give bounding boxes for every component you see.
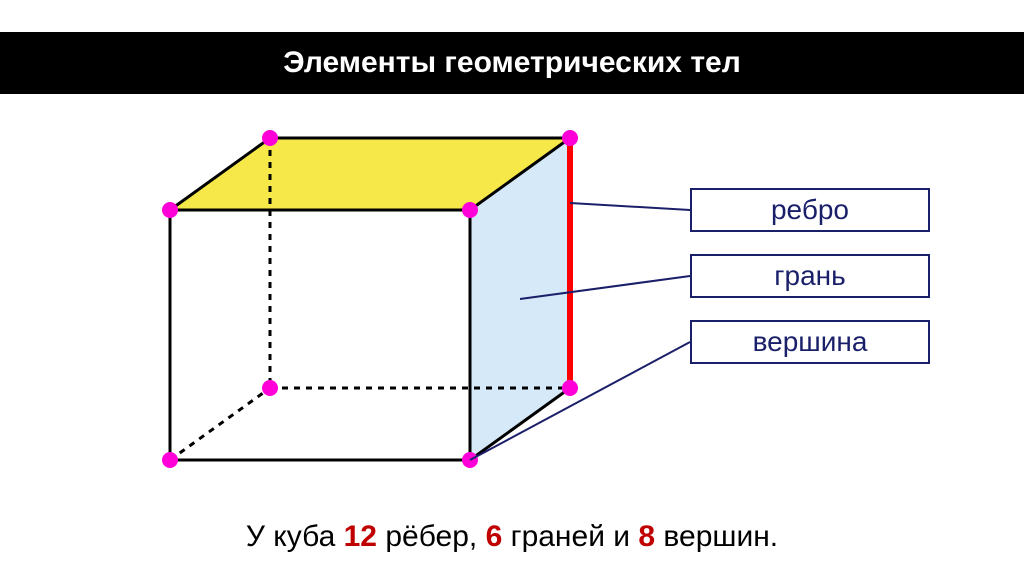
edges-count: 12 [344, 520, 377, 553]
edges-word: рёбер, [385, 520, 485, 553]
faces-count: 6 [486, 520, 503, 553]
summary-sentence: У куба 12 рёбер, 6 граней и 8 вершин. [0, 520, 1024, 554]
faces-word: граней и [511, 520, 639, 553]
label-edge: ребро [690, 188, 930, 232]
vertices-word: вершин. [663, 520, 778, 553]
label-vertex: вершина [690, 320, 930, 364]
sentence-prefix: У куба [246, 520, 344, 553]
label-face: грань [690, 254, 930, 298]
vertices-count: 8 [638, 520, 655, 553]
